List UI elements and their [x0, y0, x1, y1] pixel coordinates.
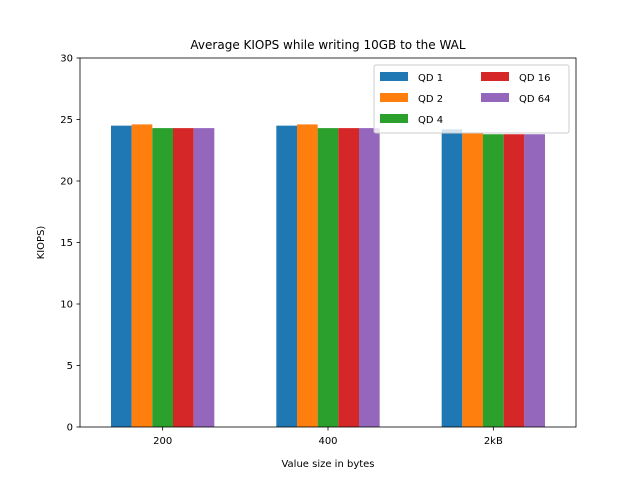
y-tick-label: 20 [60, 177, 73, 188]
legend-swatch [380, 93, 408, 102]
legend: QD 1 QD 2 QD 4 QD 16 QD 64 [373, 64, 570, 134]
legend-label: QD 2 [418, 94, 443, 105]
legend-frame [373, 64, 570, 134]
y-axis-label: KIOPS) [36, 226, 47, 260]
legend-swatch [380, 72, 408, 81]
x-tick-label: 400 [318, 436, 337, 447]
bar-qd-4-2kb [483, 134, 504, 427]
legend-label: QD 64 [519, 94, 550, 105]
bar-qd-64-2kb [524, 134, 545, 427]
chart-title: Average KIOPS while writing 10GB to the … [190, 38, 465, 52]
y-tick-label: 30 [60, 54, 73, 65]
legend-label: QD 1 [418, 73, 443, 84]
bar-qd-2-200 [131, 124, 153, 428]
bar-qd-1-2kb [441, 129, 463, 427]
bar-qd-1-200 [111, 125, 132, 428]
bar-qd-64-400 [359, 128, 380, 428]
y-tick-label: 15 [60, 238, 73, 249]
y-tick-label: 5 [67, 361, 73, 372]
x-axis-ticks: 200 400 2kB [153, 427, 503, 447]
x-axis-label: Value size in bytes [281, 459, 374, 470]
legend-swatch [481, 93, 509, 102]
bar-qd-64-200 [193, 128, 215, 428]
legend-swatch [481, 72, 509, 81]
y-axis-ticks: 0 5 10 15 20 25 30 [60, 54, 80, 434]
x-tick-label: 200 [153, 436, 172, 447]
bar-qd-16-200 [173, 128, 194, 428]
bar-qd-1-400 [276, 125, 297, 428]
legend-swatch [380, 114, 408, 123]
bar-qd-2-400 [297, 124, 318, 428]
legend-label: QD 16 [519, 73, 550, 84]
y-tick-label: 10 [60, 300, 73, 311]
bars-group [111, 124, 545, 428]
bar-qd-16-400 [338, 128, 359, 428]
x-tick-label: 2kB [484, 436, 503, 447]
bar-qd-4-200 [152, 128, 173, 428]
legend-label: QD 4 [418, 115, 443, 126]
y-tick-label: 25 [60, 115, 73, 126]
bar-qd-2-2kb [462, 133, 483, 427]
bar-qd-4-400 [317, 128, 339, 428]
bar-qd-16-2kb [503, 134, 525, 427]
y-tick-label: 0 [67, 423, 73, 434]
